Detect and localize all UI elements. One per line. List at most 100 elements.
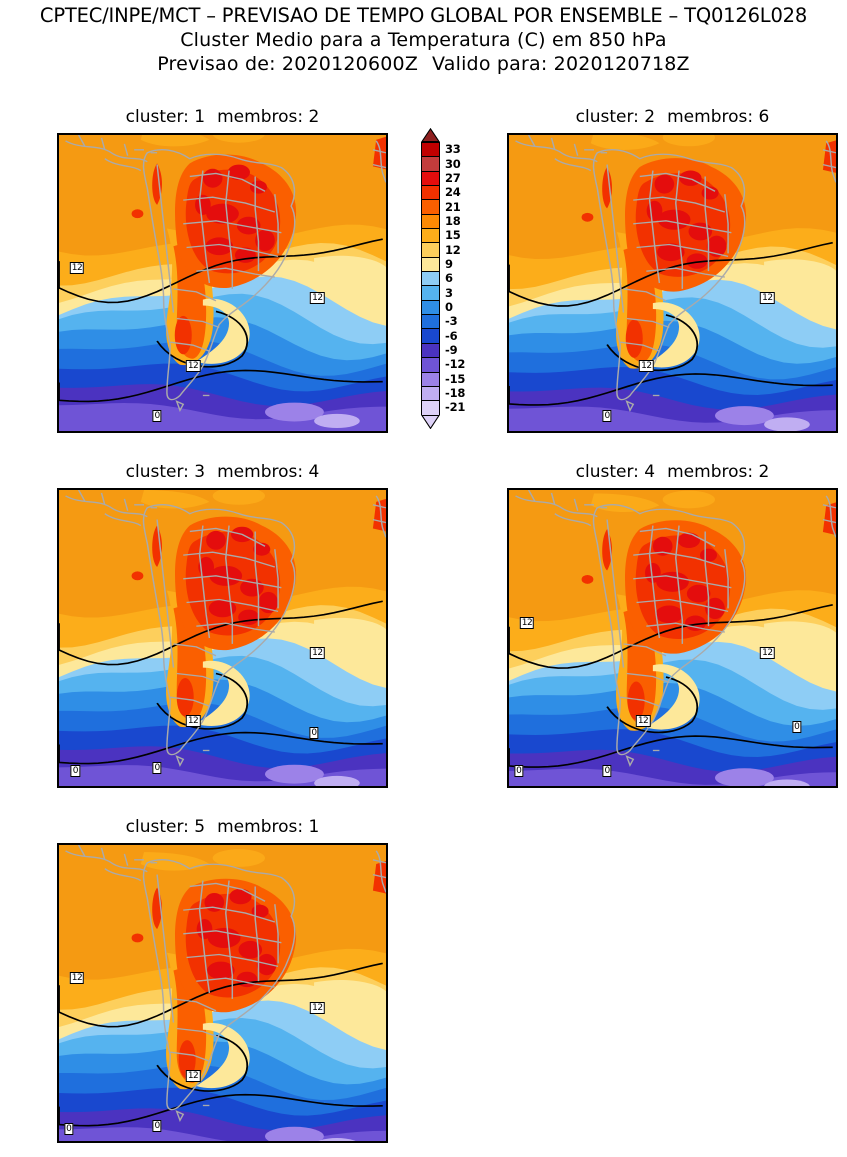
colorbar-swatch bbox=[422, 315, 439, 330]
x-axis-tick bbox=[817, 786, 819, 788]
y-axis-tick bbox=[57, 371, 59, 373]
y-axis-tick bbox=[57, 943, 59, 945]
colorbar-tick-label: -15 bbox=[445, 371, 466, 386]
colorbar-tick-label: -18 bbox=[445, 386, 466, 401]
y-axis-tick bbox=[57, 134, 59, 136]
cluster-number: 4 bbox=[644, 462, 656, 482]
x-axis-tick bbox=[76, 1141, 78, 1143]
y-axis-tick bbox=[507, 134, 509, 136]
y-axis-tick bbox=[57, 292, 59, 294]
y-axis-tick bbox=[507, 312, 509, 314]
y-axis-tick bbox=[507, 765, 509, 767]
x-axis-tick bbox=[744, 786, 746, 788]
y-axis-tick bbox=[507, 213, 509, 215]
colorbar-tick-label: 24 bbox=[445, 185, 461, 200]
cluster-number: 5 bbox=[194, 817, 206, 837]
membros-number: 6 bbox=[758, 107, 770, 127]
x-axis-tick bbox=[185, 431, 187, 433]
y-axis-tick bbox=[507, 627, 509, 629]
y-axis-tick bbox=[57, 489, 59, 491]
colorbar-swatch bbox=[422, 200, 439, 215]
x-axis-tick bbox=[222, 431, 224, 433]
colorbar-swatch bbox=[422, 300, 439, 316]
colorbar-tick-label: 15 bbox=[445, 228, 461, 243]
colorbar-swatch bbox=[422, 214, 439, 230]
contour-label-0: 0 bbox=[70, 765, 80, 778]
y-axis-tick bbox=[57, 410, 59, 412]
temperature-field bbox=[59, 845, 386, 1141]
contour-label-12: 12 bbox=[69, 972, 85, 985]
y-axis-tick bbox=[57, 1101, 59, 1103]
colorbar-tick-label: -6 bbox=[445, 328, 458, 343]
colorbar-tick-label: -9 bbox=[445, 343, 458, 358]
y-axis-tick bbox=[57, 608, 59, 610]
y-axis-tick bbox=[507, 568, 509, 570]
coastline-overlay bbox=[509, 490, 836, 786]
map-plot-area-cluster-3: 121200015N10N5NEQ5S10S15S20S25S30S35S40S… bbox=[57, 488, 388, 788]
y-axis-tick bbox=[507, 391, 509, 393]
contour-label-0: 0 bbox=[152, 1120, 162, 1133]
colorbar: 33 30 27 24 21 18 15 12 9 6 3 0 -3 -6 -9 -12 -15 -18 -21 bbox=[421, 128, 491, 433]
x-axis-tick bbox=[708, 786, 710, 788]
panel-title-cluster-4: cluster: 4 membros: 2 bbox=[507, 462, 838, 482]
colorbar-tick-label: -21 bbox=[445, 400, 466, 415]
x-axis-tick bbox=[563, 431, 565, 433]
colorbar-swatch bbox=[422, 386, 439, 402]
y-axis-tick bbox=[57, 627, 59, 629]
contour-label-12: 12 bbox=[69, 262, 85, 275]
x-axis-tick bbox=[331, 786, 333, 788]
colorbar-tick-label: 3 bbox=[445, 285, 453, 300]
y-axis-tick bbox=[57, 548, 59, 550]
y-axis-tick bbox=[57, 1002, 59, 1004]
cluster-label: cluster: bbox=[125, 817, 189, 837]
y-axis-tick bbox=[57, 844, 59, 846]
contour-label-0: 0 bbox=[152, 410, 162, 423]
x-axis-tick bbox=[331, 1141, 333, 1143]
coastline-overlay bbox=[59, 845, 386, 1141]
x-axis-tick bbox=[331, 431, 333, 433]
y-axis-tick bbox=[57, 332, 59, 334]
x-axis-tick bbox=[222, 786, 224, 788]
x-axis-tick bbox=[563, 786, 565, 788]
colorbar-swatch bbox=[422, 243, 439, 258]
cluster-number: 2 bbox=[644, 107, 656, 127]
colorbar-tick-label: -12 bbox=[445, 357, 466, 372]
y-axis-tick bbox=[57, 1061, 59, 1063]
y-axis-tick bbox=[57, 1042, 59, 1044]
y-axis-tick bbox=[507, 292, 509, 294]
y-axis-tick bbox=[507, 588, 509, 590]
y-axis-tick bbox=[57, 272, 59, 274]
y-axis-tick bbox=[507, 509, 509, 511]
y-axis-tick bbox=[57, 746, 59, 748]
contour-label-12: 12 bbox=[185, 714, 201, 727]
y-axis-tick bbox=[507, 410, 509, 412]
contour-label-12: 12 bbox=[519, 617, 535, 630]
x-axis-tick bbox=[744, 431, 746, 433]
y-axis-tick bbox=[57, 174, 59, 176]
x-axis-tick bbox=[526, 786, 528, 788]
colorbar-tick-label: 33 bbox=[445, 142, 461, 157]
forecast-valid-time: Valido para: 2020120718Z bbox=[432, 53, 690, 75]
colorbar-swatch bbox=[422, 171, 439, 187]
colorbar-swatch bbox=[422, 372, 439, 387]
y-axis-tick bbox=[57, 982, 59, 984]
contour-label-0: 0 bbox=[792, 720, 802, 733]
y-axis-tick bbox=[57, 687, 59, 689]
colorbar-swatch bbox=[422, 401, 439, 416]
membros-number: 2 bbox=[758, 462, 770, 482]
y-axis-tick bbox=[507, 489, 509, 491]
y-axis-tick bbox=[57, 903, 59, 905]
y-axis-tick bbox=[57, 430, 59, 432]
x-axis-tick bbox=[258, 786, 260, 788]
temperature-field bbox=[509, 490, 836, 786]
colorbar-tick-label: 12 bbox=[445, 242, 461, 257]
y-axis-tick bbox=[507, 647, 509, 649]
x-axis-tick bbox=[294, 431, 296, 433]
x-axis-tick bbox=[258, 431, 260, 433]
contour-label-0: 0 bbox=[514, 765, 524, 778]
colorbar-tick-label: 30 bbox=[445, 156, 461, 171]
header-line-variable: Cluster Medio para a Temperatura (C) em … bbox=[180, 29, 667, 51]
colorbar-tick-label: 27 bbox=[445, 170, 461, 185]
y-axis-tick bbox=[57, 529, 59, 531]
y-axis-tick bbox=[57, 233, 59, 235]
